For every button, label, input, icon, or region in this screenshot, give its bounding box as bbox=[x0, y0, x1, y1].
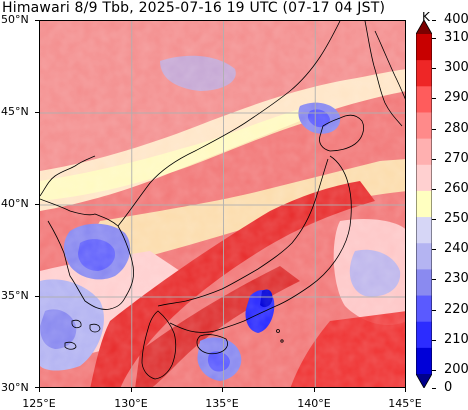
colorbar-tickmark bbox=[432, 249, 436, 251]
colorbar-extend-max bbox=[416, 20, 432, 34]
lat-tick-30: 30°N bbox=[1, 381, 29, 394]
colorbar-tickmark bbox=[432, 98, 436, 100]
lat-tickmark bbox=[35, 20, 39, 21]
colorbar-segment bbox=[416, 243, 432, 270]
colorbar-segment bbox=[416, 34, 432, 61]
colorbar-tickmark bbox=[432, 128, 436, 130]
colorbar-tickmark bbox=[432, 38, 436, 40]
colorbar-label: 200 bbox=[444, 361, 468, 377]
colorbar-label: 220 bbox=[444, 301, 468, 317]
colorbar-label: 260 bbox=[444, 180, 468, 196]
lat-tickmark bbox=[35, 204, 39, 205]
colorbar-tickmark bbox=[432, 388, 436, 389]
map-title: Himawari 8/9 Tbb, 2025-07-16 19 UTC (07-… bbox=[2, 0, 386, 16]
lon-tick-135: 135°E bbox=[205, 397, 239, 410]
lat-tick-35: 35°N bbox=[1, 289, 29, 302]
colorbar-tickmark bbox=[432, 339, 436, 341]
lon-tickmark bbox=[131, 388, 132, 392]
lat-tickmark bbox=[35, 296, 39, 297]
colorbar-tickmark bbox=[432, 188, 436, 190]
colorbar-tickmark bbox=[432, 279, 436, 281]
colorbar-label: 300 bbox=[444, 60, 468, 76]
satellite-map bbox=[39, 20, 406, 388]
colorbar-segment bbox=[416, 347, 432, 375]
colorbar-segment bbox=[416, 190, 432, 218]
lat-tickmark bbox=[35, 387, 39, 388]
colorbar-segment bbox=[416, 269, 432, 297]
lat-tick-40: 40°N bbox=[1, 197, 29, 210]
lon-tickmark bbox=[314, 388, 315, 392]
colorbar-tickmark bbox=[432, 68, 436, 70]
gridlines bbox=[40, 21, 405, 387]
lon-tick-145: 145°E bbox=[388, 397, 422, 410]
tbb-field bbox=[40, 21, 405, 387]
colorbar-segment bbox=[416, 217, 432, 244]
lon-tick-140: 140°E bbox=[297, 397, 331, 410]
colorbar-segment bbox=[416, 112, 432, 140]
colorbar-label: 240 bbox=[444, 241, 468, 257]
colorbar-segment bbox=[416, 86, 432, 113]
colorbar-segment bbox=[416, 138, 432, 166]
colorbar-label: 210 bbox=[444, 331, 468, 347]
colorbar-unit: K bbox=[422, 10, 430, 24]
colorbar-segment bbox=[416, 164, 432, 192]
colorbar-tickmark bbox=[432, 219, 436, 221]
lon-tickmark bbox=[405, 388, 406, 392]
lat-tickmark bbox=[35, 112, 39, 113]
colorbar-extend-min bbox=[416, 374, 432, 388]
colorbar-segment bbox=[416, 321, 432, 349]
lon-tick-130: 130°E bbox=[114, 397, 148, 410]
lon-tickmark bbox=[222, 388, 223, 392]
colorbar-segment bbox=[416, 60, 432, 87]
lat-tick-50: 50°N bbox=[1, 13, 29, 26]
lon-tickmark bbox=[39, 388, 40, 392]
colorbar-tickmark bbox=[432, 309, 436, 311]
colorbar-tickmark bbox=[432, 20, 436, 21]
colorbar-label: 290 bbox=[444, 90, 468, 106]
coastlines bbox=[40, 21, 405, 380]
lon-tick-125: 125°E bbox=[22, 397, 56, 410]
colorbar-label: 270 bbox=[444, 150, 468, 166]
colorbar-tickmark bbox=[432, 369, 436, 371]
colorbar-label: 250 bbox=[444, 211, 468, 227]
colorbar-label: 310 bbox=[444, 30, 468, 46]
colorbar bbox=[416, 20, 432, 388]
colorbar-tickmark bbox=[432, 158, 436, 160]
colorbar-segment bbox=[416, 295, 432, 323]
colorbar-label: 400 bbox=[444, 12, 468, 27]
colorbar-label: 0 bbox=[444, 380, 453, 395]
lat-tick-45: 45°N bbox=[1, 105, 29, 118]
colorbar-label: 280 bbox=[444, 120, 468, 136]
colorbar-label: 230 bbox=[444, 271, 468, 287]
